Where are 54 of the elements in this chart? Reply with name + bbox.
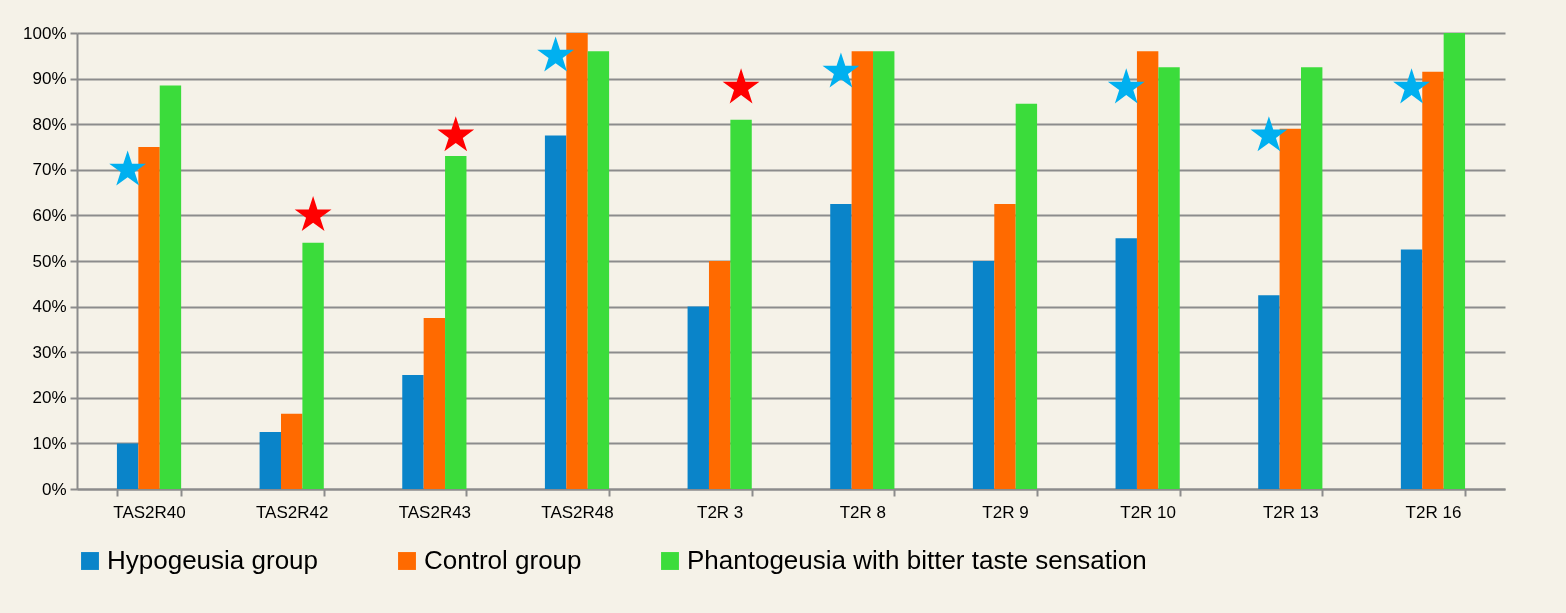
y-tick-label: 30% xyxy=(32,342,67,362)
bar xyxy=(830,204,852,489)
y-tick-label: 100% xyxy=(23,23,67,43)
bar xyxy=(1443,33,1466,489)
bar xyxy=(587,51,610,489)
bar xyxy=(138,147,160,489)
x-tick-label: T2R 8 xyxy=(839,502,886,522)
bar xyxy=(994,204,1016,489)
bar xyxy=(445,156,467,489)
y-tick-label: 10% xyxy=(32,433,67,453)
legend-label: Phantogeusia with bitter taste sensation xyxy=(687,545,1147,575)
bar xyxy=(116,443,139,489)
x-tick-label: T2R 13 xyxy=(1262,502,1319,522)
bar xyxy=(1400,249,1423,489)
bar xyxy=(730,119,752,489)
bar xyxy=(1015,103,1038,489)
bar xyxy=(402,375,424,489)
x-tick-label: T2R 9 xyxy=(982,502,1029,522)
legend-label: Control group xyxy=(424,545,582,575)
bar xyxy=(566,33,588,489)
x-tick-label: T2R 3 xyxy=(697,502,744,522)
y-tick-label: 90% xyxy=(32,69,67,89)
bar xyxy=(281,413,303,489)
bar xyxy=(873,51,895,489)
x-tick-label: T2R 10 xyxy=(1120,502,1177,522)
y-tick-label: 0% xyxy=(41,479,67,499)
x-tick-label: TAS2R48 xyxy=(541,502,614,522)
bar xyxy=(708,261,731,489)
bar xyxy=(1279,128,1301,489)
bar xyxy=(851,51,874,489)
y-tick-label: 60% xyxy=(32,205,67,225)
bar xyxy=(302,242,324,489)
y-tick-label: 50% xyxy=(32,251,67,271)
bar xyxy=(1258,295,1280,489)
y-tick-label: 40% xyxy=(32,297,67,317)
bar xyxy=(1115,238,1137,489)
x-tick-label: TAS2R40 xyxy=(113,502,186,522)
bar xyxy=(972,261,995,489)
legend-label: Hypogeusia group xyxy=(107,545,319,575)
bar xyxy=(159,85,182,489)
x-tick-label: TAS2R42 xyxy=(255,502,329,522)
bar xyxy=(1422,71,1444,489)
x-tick-label: T2R 16 xyxy=(1405,502,1462,522)
y-tick-label: 80% xyxy=(32,114,67,134)
bar xyxy=(259,432,281,489)
bar xyxy=(1158,67,1180,489)
y-tick-label: 70% xyxy=(32,160,67,180)
y-tick-label: 20% xyxy=(32,388,67,408)
bar xyxy=(544,135,567,489)
bar xyxy=(1136,51,1159,489)
bar xyxy=(423,318,446,489)
bar xyxy=(687,306,709,489)
bar xyxy=(1301,67,1323,489)
x-tick-label: TAS2R43 xyxy=(398,502,472,522)
